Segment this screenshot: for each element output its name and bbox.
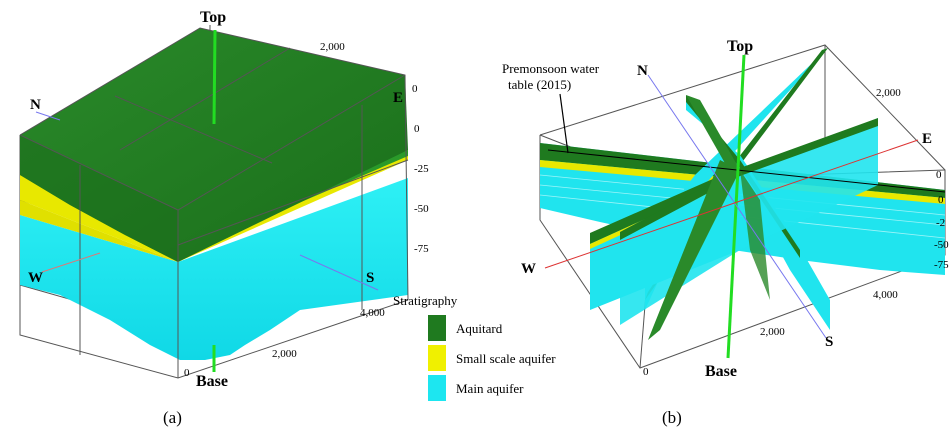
- panel-a-depth-tick: -50: [414, 203, 429, 215]
- panel-b-slab-ns: [686, 95, 830, 330]
- legend-swatch-small-aquifer: [428, 345, 446, 371]
- panel-b-south-label: S: [825, 334, 833, 350]
- legend-label-main-aquifer: Main aquifer: [456, 381, 524, 396]
- panel-b-horiz-tick: 2,000: [876, 87, 901, 99]
- panel-b-depth-tick: 0: [938, 194, 944, 206]
- panel-b-depth-tick: -50: [934, 239, 949, 251]
- panel-a-depth-tick: 0: [414, 123, 420, 135]
- panel-b-depth-tick: 0: [936, 169, 942, 181]
- panel-a-south-label: S: [366, 270, 374, 286]
- panel-b: Top Base N E W S Premonsoon water table …: [502, 38, 949, 427]
- panel-b-ew-line: [544, 139, 919, 269]
- panel-b-annotation-line1: Premonsoon water: [502, 61, 600, 76]
- panel-b-annotation-pointer: [559, 93, 569, 154]
- panel-b-horiz-tick: 0: [643, 366, 649, 378]
- panel-b-vertical-axis: [726, 54, 746, 359]
- panel-b-west-label: W: [521, 261, 536, 277]
- panel-b-east-label: E: [922, 131, 932, 147]
- panel-a-main-aquifer: [20, 178, 408, 360]
- panel-a-small-aquifer: [20, 150, 408, 262]
- panel-a-horiz-tick: 0: [184, 367, 190, 379]
- panel-a-ew-line: [41, 252, 101, 273]
- legend: Stratigraphy Aquitard Small scale aquife…: [393, 293, 556, 401]
- panel-b-ns-line: [647, 74, 827, 339]
- panel-b-top-label: Top: [727, 38, 753, 55]
- panel-b-depth-tick: -2: [936, 217, 945, 229]
- panel-a: Top Base N E W S 0 0 -25 -50 -75 2,000 4…: [19, 9, 429, 427]
- legend-title: Stratigraphy: [393, 293, 458, 308]
- panel-b-horiz-tick: 2,000: [760, 326, 785, 338]
- panel-a-horiz-tick: 4,000: [360, 307, 385, 319]
- panel-a-frame-front: [19, 27, 409, 378]
- panel-a-vertical-axis: [212, 29, 217, 125]
- panel-b-horiz-tick: 4,000: [873, 289, 898, 301]
- panel-a-top-label: Top: [200, 9, 226, 26]
- panel-a-east-label: E: [393, 90, 403, 106]
- panel-a-north-label: N: [30, 97, 41, 113]
- legend-label-small-aquifer: Small scale aquifer: [456, 351, 556, 366]
- panel-a-ns-line: [35, 111, 61, 121]
- panel-a-base-label: Base: [196, 373, 228, 390]
- panel-b-base-label: Base: [705, 363, 737, 380]
- panel-a-depth-tick: 0: [412, 83, 418, 95]
- panel-b-depth-tick: -75: [934, 259, 949, 271]
- legend-label-aquitard: Aquitard: [456, 321, 503, 336]
- panel-b-caption: (b): [662, 408, 682, 427]
- legend-swatch-aquitard: [428, 315, 446, 341]
- panel-a-depth-tick: -25: [414, 163, 429, 175]
- panel-a-depth-tick: -75: [414, 243, 429, 255]
- panel-b-annotation-line2: table (2015): [508, 77, 571, 92]
- panel-a-caption: (a): [163, 408, 182, 427]
- panel-a-west-label: W: [28, 270, 43, 286]
- panel-a-horiz-tick: 2,000: [320, 41, 345, 53]
- panel-b-water-table-line: [547, 149, 946, 193]
- panel-a-horiz-tick: 2,000: [272, 348, 297, 360]
- legend-swatch-main-aquifer: [428, 375, 446, 401]
- panel-b-north-label: N: [637, 63, 648, 79]
